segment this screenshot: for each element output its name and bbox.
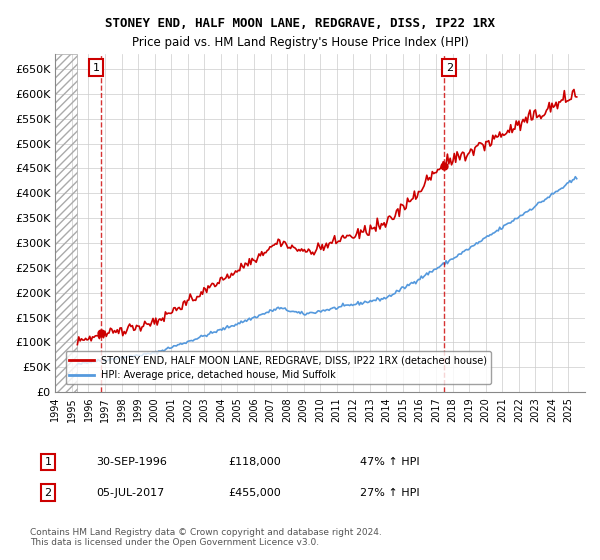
Text: 05-JUL-2017: 05-JUL-2017 [96, 488, 164, 498]
Text: 2: 2 [446, 63, 453, 73]
Text: 2: 2 [44, 488, 52, 498]
Text: STONEY END, HALF MOON LANE, REDGRAVE, DISS, IP22 1RX: STONEY END, HALF MOON LANE, REDGRAVE, DI… [105, 17, 495, 30]
Text: Price paid vs. HM Land Registry's House Price Index (HPI): Price paid vs. HM Land Registry's House … [131, 36, 469, 49]
Text: 1: 1 [44, 457, 52, 467]
Text: £118,000: £118,000 [228, 457, 281, 467]
Text: 1: 1 [92, 63, 100, 73]
Text: 30-SEP-1996: 30-SEP-1996 [96, 457, 167, 467]
Text: 47% ↑ HPI: 47% ↑ HPI [360, 457, 419, 467]
Text: 27% ↑ HPI: 27% ↑ HPI [360, 488, 419, 498]
Text: £455,000: £455,000 [228, 488, 281, 498]
Text: Contains HM Land Registry data © Crown copyright and database right 2024.
This d: Contains HM Land Registry data © Crown c… [30, 528, 382, 547]
Legend: STONEY END, HALF MOON LANE, REDGRAVE, DISS, IP22 1RX (detached house), HPI: Aver: STONEY END, HALF MOON LANE, REDGRAVE, DI… [65, 351, 491, 384]
